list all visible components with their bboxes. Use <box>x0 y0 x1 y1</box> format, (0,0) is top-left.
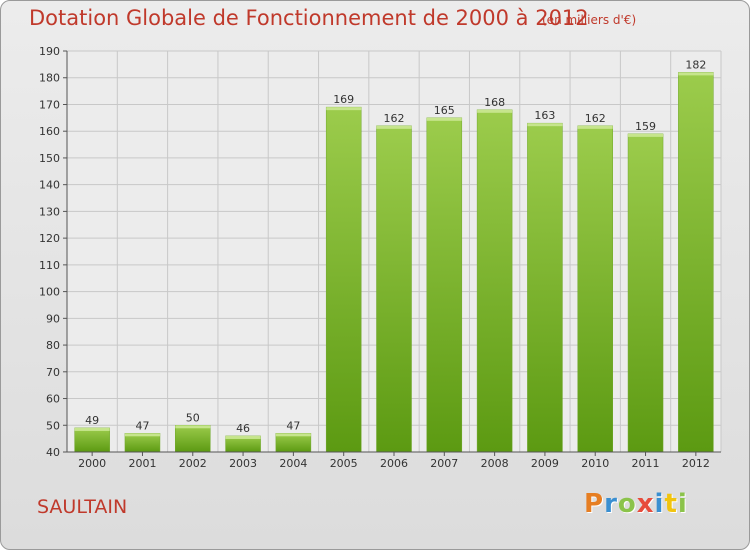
bar-highlight <box>225 435 261 439</box>
x-tick-label: 2008 <box>481 457 509 470</box>
logo-letter: r <box>604 489 618 519</box>
bar-value-label: 159 <box>635 120 656 133</box>
x-tick-label: 2007 <box>430 457 458 470</box>
y-tick-label: 150 <box>39 152 60 165</box>
bar <box>175 425 211 453</box>
bar-highlight <box>577 125 613 129</box>
logo-letter: t <box>664 489 678 519</box>
bar-value-label: 162 <box>585 112 606 125</box>
y-tick-label: 110 <box>39 259 60 272</box>
bar-highlight <box>426 117 462 121</box>
y-tick-label: 180 <box>39 72 60 85</box>
bar-highlight <box>678 72 714 76</box>
bar-value-label: 163 <box>534 109 555 122</box>
proxiti-logo[interactable]: Proxiti <box>584 489 688 519</box>
bar-highlight <box>175 425 211 429</box>
y-tick-label: 160 <box>39 125 60 138</box>
bar <box>376 125 412 453</box>
y-tick-label: 170 <box>39 98 60 111</box>
bar-highlight <box>477 109 513 113</box>
bar-value-label: 165 <box>434 104 455 117</box>
logo-letter: P <box>584 489 605 519</box>
bar-value-label: 47 <box>135 419 149 432</box>
bar <box>577 125 613 453</box>
x-tick-label: 2006 <box>380 457 408 470</box>
bar <box>426 117 463 453</box>
bar-highlight <box>376 125 412 129</box>
y-tick-label: 120 <box>39 232 60 245</box>
x-tick-label: 2002 <box>179 457 207 470</box>
chart-unit: (en milliers d'€) <box>542 13 637 27</box>
bar-value-label: 162 <box>384 112 405 125</box>
x-tick-label: 2009 <box>531 457 559 470</box>
bar-highlight <box>124 433 160 437</box>
logo-letter: o <box>617 489 637 519</box>
y-tick-label: 80 <box>46 339 60 352</box>
x-tick-label: 2000 <box>78 457 106 470</box>
y-tick-label: 50 <box>46 419 60 432</box>
y-tick-label: 140 <box>39 179 60 192</box>
bar <box>476 109 513 453</box>
y-tick-label: 100 <box>39 286 60 299</box>
bar <box>678 72 714 453</box>
y-tick-label: 40 <box>46 446 60 459</box>
x-tick-label: 2003 <box>229 457 257 470</box>
bar-value-label: 182 <box>685 58 706 71</box>
bar-value-label: 168 <box>484 96 505 109</box>
bar-value-label: 46 <box>236 422 250 435</box>
bar-highlight <box>326 107 362 111</box>
bar-highlight <box>275 433 311 437</box>
bars: 49 47 50 46 47 169 162 165 168 163 162 159 182 <box>74 58 714 453</box>
bar <box>527 122 563 453</box>
bar <box>74 427 110 453</box>
logo-letter: i <box>677 489 688 519</box>
x-tick-label: 2001 <box>128 457 156 470</box>
commune-name: SAULTAIN <box>37 496 128 518</box>
y-tick-label: 70 <box>46 366 60 379</box>
y-tick-label: 130 <box>39 205 60 218</box>
logo-letter: i <box>654 489 665 519</box>
axes: 40 50 60 70 80 90 100 110 120 130 140 150 160 170 180 1… <box>39 45 721 470</box>
bar-value-label: 47 <box>286 419 300 432</box>
logo-letter: x <box>636 489 655 519</box>
bar-value-label: 50 <box>186 411 200 424</box>
bar-value-label: 49 <box>85 414 99 427</box>
y-tick-label: 60 <box>46 393 60 406</box>
x-tick-label: 2011 <box>632 457 660 470</box>
x-tick-label: 2005 <box>330 457 358 470</box>
bar <box>325 106 362 453</box>
bar-highlight <box>74 427 110 431</box>
bar-value-label: 169 <box>333 93 354 106</box>
bar-highlight <box>628 133 664 137</box>
y-tick-label: 90 <box>46 312 60 325</box>
x-tick-label: 2004 <box>279 457 307 470</box>
bar-highlight <box>527 123 563 127</box>
x-tick-label: 2012 <box>682 457 710 470</box>
chart-title: Dotation Globale de Fonctionnement de 20… <box>29 6 589 30</box>
y-tick-label: 190 <box>39 45 60 58</box>
bar <box>627 133 664 453</box>
x-tick-label: 2010 <box>581 457 609 470</box>
